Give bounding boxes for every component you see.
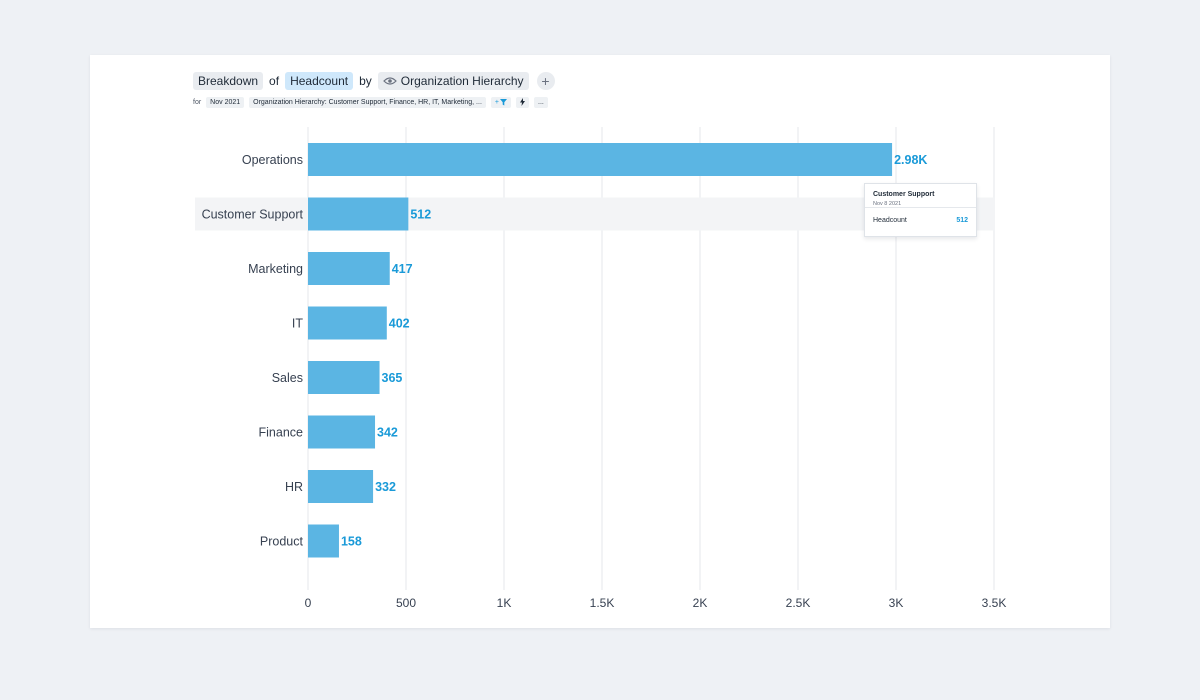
x-tick-label: 2.5K [786,596,811,610]
x-tick-label: 1.5K [590,596,615,610]
tooltip-title: Customer Support [873,191,935,198]
lightning-icon [520,98,525,106]
tooltip-metric-value: 512 [956,217,968,224]
date-filter-chip[interactable]: Nov 2021 [206,96,245,108]
more-options-button[interactable]: ... [534,96,548,108]
x-tick-label: 3.5K [982,596,1007,610]
x-tick-label: 0 [305,596,312,610]
x-tick-label: 2K [693,596,708,610]
breakdown-pill[interactable]: Breakdown [193,72,264,90]
value-label: 417 [392,262,413,276]
x-tick-label: 500 [396,596,416,610]
category-label: Sales [272,371,303,385]
value-label: 512 [410,208,431,222]
value-label: 158 [341,535,362,549]
x-tick-label: 3K [889,596,904,610]
category-label: Product [260,535,304,549]
category-label: Customer Support [202,208,304,222]
add-filter-button[interactable]: + [490,96,511,108]
eye-icon [382,77,397,85]
bar[interactable] [308,524,339,558]
add-filter-plus: + [494,98,499,106]
value-label: 332 [375,480,396,494]
value-label: 2.98K [894,153,927,167]
bar[interactable] [308,361,380,394]
bar[interactable] [308,252,390,285]
category-label: Operations [242,153,303,167]
query-builder: Breakdown of Headcount by Organization H… [193,71,555,91]
x-tick-label: 1K [497,596,512,610]
category-label: HR [285,480,303,494]
filter-bar: for Nov 2021 Organization Hierarchy: Cus… [193,96,548,108]
bar[interactable] [308,306,387,340]
value-label: 365 [382,371,403,385]
category-label: Marketing [248,262,303,276]
tooltip-date: Nov 8 2021 [873,201,902,207]
category-label: Finance [259,426,304,440]
bar[interactable] [308,197,409,231]
tooltip-metric-label: Headcount [873,217,907,224]
category-label: IT [292,317,303,331]
value-label: 342 [377,426,398,440]
metric-pill[interactable]: Headcount [285,72,354,90]
add-dimension-button[interactable]: + [536,72,555,90]
dimension-label: Organization Hierarchy [400,74,524,88]
tooltip-header: Customer Support Nov 8 2021 [865,184,976,208]
dimension-pill[interactable]: Organization Hierarchy [377,72,529,90]
hierarchy-filter-chip[interactable]: Organization Hierarchy: Customer Support… [249,96,486,108]
insights-button[interactable] [516,96,529,108]
for-label: for [193,98,202,106]
of-label: of [269,74,280,88]
chart-card: Breakdown of Headcount by Organization H… [90,55,1110,628]
hover-tooltip: Customer Support Nov 8 2021 Headcount 51… [864,183,977,237]
value-label: 402 [389,317,410,331]
bar[interactable] [308,470,374,503]
bar[interactable] [308,415,376,449]
bar-chart: Operations 2.98K Customer Support 512 Market… [195,127,1007,610]
bar[interactable] [308,143,893,176]
filter-icon [500,98,507,105]
by-label: by [359,74,372,88]
tooltip-row: Headcount 512 [865,208,976,224]
